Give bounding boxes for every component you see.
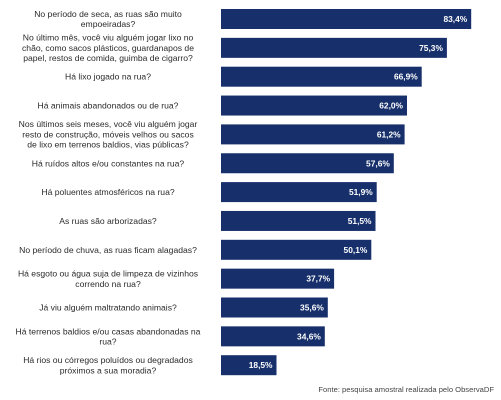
bar bbox=[221, 210, 376, 231]
category-label: As ruas são arborizadas? bbox=[59, 216, 157, 226]
bar bbox=[221, 37, 447, 58]
bar-value-label: 50,1% bbox=[344, 245, 368, 255]
category-label-line: Há animais abandonados ou de rua? bbox=[38, 101, 179, 111]
bar-value-label: 35,6% bbox=[300, 303, 324, 313]
category-label: Há esgoto ou água suja de limpeza de viz… bbox=[18, 269, 198, 289]
bar bbox=[221, 182, 377, 203]
category-label-line: Há esgoto ou água suja de limpeza de viz… bbox=[18, 269, 198, 279]
category-label: No último mês, você viu alguém jogar lix… bbox=[22, 33, 194, 63]
category-labels-layer: No período de seca, as ruas são muito emp… bbox=[16, 9, 201, 375]
category-label-line: de lixo em terrenos baldios, vias públic… bbox=[27, 140, 189, 150]
bar bbox=[221, 9, 472, 29]
bar bbox=[221, 326, 325, 347]
bar bbox=[221, 66, 422, 87]
category-label-line: No período de chuva, as ruas ficam alaga… bbox=[19, 245, 197, 255]
category-label-line: chão, como sacos plásticos, guardanapos … bbox=[22, 43, 194, 53]
category-label-line: No período de seca, as ruas são muito bbox=[34, 9, 182, 19]
category-label-line: próximos a sua moradia? bbox=[60, 365, 157, 375]
bar bbox=[221, 124, 405, 145]
category-label-line: Já viu alguém maltratando animais? bbox=[39, 303, 177, 313]
category-label-line: correndo na rua? bbox=[75, 279, 141, 289]
bar-value-label: 75,3% bbox=[419, 43, 443, 53]
bar bbox=[221, 239, 372, 260]
bar-value-label: 61,2% bbox=[377, 129, 401, 139]
category-label-line: Há terrenos baldios e/ou casas abandonad… bbox=[16, 326, 201, 336]
category-label: Nos últimos seis meses, você viu alguém … bbox=[19, 119, 198, 149]
category-label-line: As ruas são arborizadas? bbox=[59, 216, 157, 226]
bar-value-label: 37,7% bbox=[306, 274, 330, 284]
category-label: Há animais abandonados ou de rua? bbox=[38, 101, 179, 111]
category-label-line: resto de construção, móveis velhos ou sa… bbox=[22, 129, 194, 139]
bar bbox=[221, 355, 277, 376]
category-label: Há rios ou córregos poluídos ou degradad… bbox=[23, 355, 193, 375]
category-label-line: rua? bbox=[99, 336, 116, 346]
category-label: No período de seca, as ruas são muito emp… bbox=[34, 9, 182, 29]
bar-value-label: 34,6% bbox=[297, 331, 321, 341]
bar-value-label: 51,5% bbox=[348, 216, 372, 226]
category-label-line: empoeiradas? bbox=[81, 19, 136, 29]
bar-value-label: 57,6% bbox=[366, 158, 390, 168]
category-label: Já viu alguém maltratando animais? bbox=[39, 303, 177, 313]
category-label-line: Há ruídos altos e/ou constantes na rua? bbox=[32, 158, 185, 168]
category-label: Há lixo jogado na rua? bbox=[65, 72, 151, 82]
bar-value-label: 18,5% bbox=[249, 360, 273, 370]
source-note: Fonte: pesquisa amostral realizada pelo … bbox=[318, 385, 494, 394]
bar-value-label: 66,9% bbox=[394, 72, 418, 82]
category-label-line: No último mês, você viu alguém jogar lix… bbox=[23, 33, 194, 43]
category-label: Há poluentes atmosféricos na rua? bbox=[41, 187, 174, 197]
category-label-line: papel, restos de comida, guimba de cigar… bbox=[23, 53, 193, 63]
bar-value-label: 51,9% bbox=[349, 187, 373, 197]
category-label: Há ruídos altos e/ou constantes na rua? bbox=[32, 158, 185, 168]
category-label-line: Há rios ou córregos poluídos ou degradad… bbox=[23, 355, 193, 365]
bar-value-label: 62,0% bbox=[379, 101, 403, 111]
category-label: Há terrenos baldios e/ou casas abandonad… bbox=[16, 326, 201, 346]
bar bbox=[221, 268, 335, 289]
category-label-line: Há lixo jogado na rua? bbox=[65, 72, 151, 82]
category-label-line: Nos últimos seis meses, você viu alguém … bbox=[19, 119, 198, 129]
bar bbox=[221, 95, 407, 116]
category-label: No período de chuva, as ruas ficam alaga… bbox=[19, 245, 197, 255]
bar bbox=[221, 153, 394, 174]
bars-layer: 83,4% 75,3% 66,9% 62,0% 61,2% 57,6% 51,9% 51,5%… bbox=[221, 9, 472, 376]
bar bbox=[221, 297, 328, 318]
bar-value-label: 83,4% bbox=[443, 14, 467, 24]
category-label-line: Há poluentes atmosféricos na rua? bbox=[41, 187, 174, 197]
